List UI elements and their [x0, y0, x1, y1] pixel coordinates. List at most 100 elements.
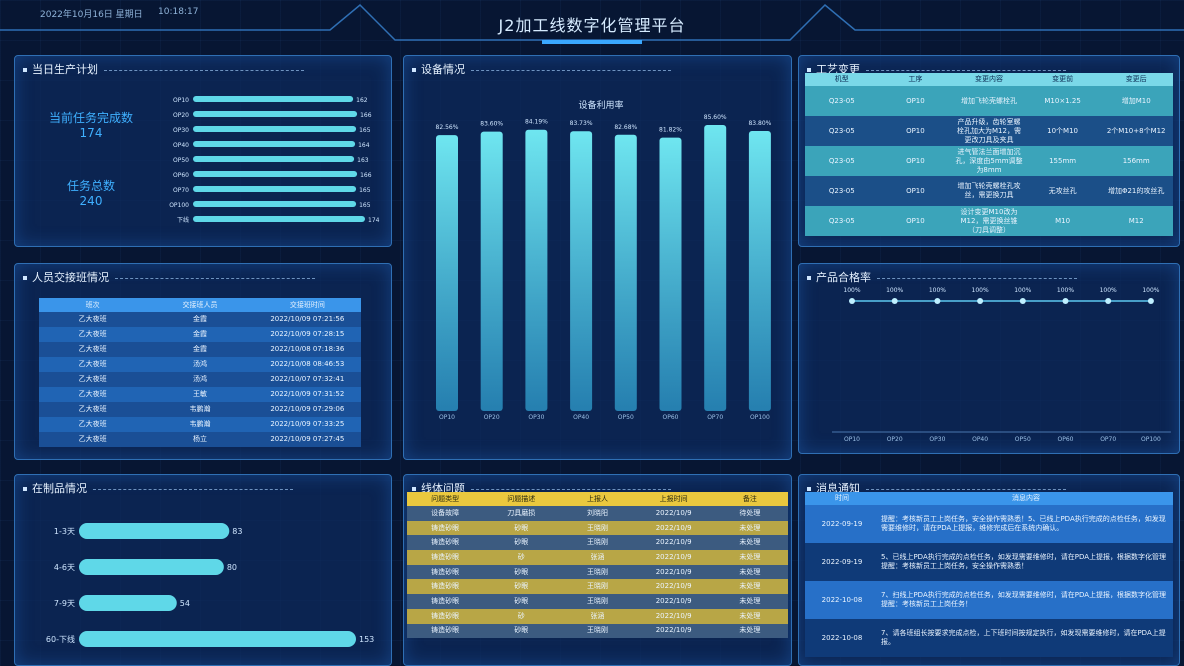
table-row: 铸造砂眼 砂眼 王晓刚 2022/10/9 未处理 — [407, 594, 788, 609]
table-cell: 乙大夜班 — [39, 387, 147, 402]
table-cell: 砂眼 — [483, 594, 560, 609]
table-cell: 砂眼 — [483, 579, 560, 595]
category-label: OP20 — [173, 112, 189, 119]
category-label: OP40 — [173, 142, 189, 149]
bar — [193, 111, 358, 117]
category-label: OP30 — [929, 436, 945, 443]
table-cell: 10个M10 — [1025, 116, 1100, 146]
value-label: 100% — [929, 287, 946, 294]
category-label: 7-9天 — [54, 599, 75, 608]
table-cell: OP10 — [878, 116, 953, 146]
category-label: OP50 — [1015, 436, 1031, 443]
table-row: Q23-05 OP10 设计变更M10改为M12，需更换丝锥（刀具调整） M10 M12 — [805, 206, 1173, 236]
table-cell: M10×1.25 — [1025, 86, 1100, 116]
table-row: 乙大夜班 王敏 2022/10/09 07:31:52 — [39, 387, 361, 402]
value-label: 153 — [359, 635, 374, 644]
value-label: 82.68% — [614, 124, 637, 131]
value-label: 163 — [357, 157, 369, 164]
column-header: 上报人 — [559, 492, 636, 506]
table-cell: 未处理 — [711, 520, 788, 536]
category-label: 1-3天 — [54, 527, 75, 536]
value-label: 164 — [358, 142, 370, 149]
table-cell: 砂眼 — [483, 535, 560, 551]
column-header: 问题类型 — [407, 492, 484, 506]
category-label: OP60 — [1058, 436, 1074, 443]
bar — [704, 125, 727, 411]
table-cell: 2022/10/08 07:18:36 — [253, 342, 361, 357]
table-cell: 砂 — [483, 550, 560, 565]
category-label: OP40 — [573, 414, 589, 421]
table-cell: OP10 — [878, 206, 953, 236]
table-cell: 铸造砂眼 — [407, 564, 484, 580]
point — [977, 298, 984, 304]
category-label: 下线 — [177, 216, 189, 224]
table-cell: 砂眼 — [483, 520, 560, 536]
category-label: OP50 — [173, 157, 189, 164]
table-cell: 2022-09-19 — [805, 505, 879, 543]
table-cell: 2022/10/09 07:33:25 — [253, 417, 361, 432]
table-row: 铸造砂眼 砂眼 王晓刚 2022/10/9 未处理 — [407, 535, 788, 551]
table-cell: 王晓刚 — [559, 579, 636, 595]
table-row: 2022-09-19 提醒：考核新员工上岗任务，安全操作需熟悉！5、已线上PDA执… — [805, 505, 1173, 543]
table-cell: 张涵 — [559, 550, 636, 565]
header-row: 班次 交接班人员 交接班时间 — [39, 298, 361, 312]
table-cell: 2022/10/09 07:29:06 — [253, 402, 361, 417]
stat-value: 240 — [79, 194, 103, 208]
stat-value: 174 — [79, 126, 103, 140]
table-cell: 金霞 — [146, 327, 254, 342]
point — [891, 298, 898, 304]
value-label: 85.60% — [704, 114, 727, 121]
table-cell: 2022/10/09 07:31:52 — [253, 387, 361, 402]
column-header: 备注 — [711, 492, 788, 506]
bar — [193, 96, 354, 102]
table-cell: 未处理 — [711, 579, 788, 595]
panel-title: 工艺变更 — [807, 61, 1066, 77]
table-cell: 2022/10/9 — [635, 564, 712, 580]
table-cell: 2022/10/9 — [635, 594, 712, 609]
table-cell: 增加飞轮壳螺栓孔攻丝，需更换刀具 — [952, 176, 1026, 206]
panel-title: 线体问题 — [412, 480, 671, 496]
value-label: 81.82% — [659, 127, 682, 134]
table-cell: 刀具磨损 — [483, 506, 560, 521]
table-cell: 张涵 — [559, 608, 636, 624]
value-label: 162 — [356, 97, 368, 104]
table-row: 乙大夜班 汤鸿 2022/10/07 07:32:41 — [39, 372, 361, 387]
category-label: OP100 — [750, 414, 770, 421]
table-cell: 2022/10/9 — [635, 506, 712, 521]
shift-panel: 人员交接班情况 班次 交接班人员 交接班时间 乙大夜班 金霞 2022/10/09 07:… — [14, 263, 392, 460]
table: 机型 工序 变更内容 变更前 变更后 Q23-05 OP10 增加飞轮壳螺栓孔 M10×1.25… — [805, 73, 1173, 236]
table-cell: 5、已线上PDA执行完成的点检任务，如发现需要维修时，请在PDA上提报，根据数字… — [879, 543, 1173, 581]
column-header: 交接班时间 — [253, 298, 361, 312]
bar — [193, 201, 357, 207]
table-cell: 2个M10+8个M12 — [1099, 116, 1173, 146]
table-row: 乙大夜班 汤鸿 2022/10/08 08:46:53 — [39, 357, 361, 372]
chart-title: 设备利用率 — [578, 99, 623, 111]
table-cell: 铸造砂眼 — [407, 535, 484, 551]
table: 班次 交接班人员 交接班时间 乙大夜班 金霞 2022/10/09 07:21:56 乙大夜… — [39, 298, 361, 447]
table-cell: M12 — [1099, 206, 1173, 236]
table-cell: OP10 — [878, 146, 953, 176]
table-cell: 金霞 — [146, 312, 254, 327]
point — [934, 298, 941, 304]
category-label: OP100 — [169, 202, 189, 209]
table-cell: 乙大夜班 — [39, 312, 147, 327]
chart: 100% OP10 100% OP20 100% OP30 100% OP40 100% OP50… — [832, 287, 1171, 443]
table: 问题类型 问题描述 上报人 上报时间 备注 设备故障 刀具磨损 刘晓阳 2022/10/9 待处理… — [407, 492, 788, 639]
value-label: 100% — [972, 287, 989, 294]
point — [1019, 298, 1026, 304]
table-cell: 王晓刚 — [559, 535, 636, 551]
table-cell: 2022/10/9 — [635, 623, 712, 639]
table-cell: 乙大夜班 — [39, 432, 147, 447]
table-cell: 增加飞轮壳螺栓孔 — [952, 86, 1026, 116]
column-header: 时间 — [805, 492, 879, 505]
table-row: Q23-05 OP10 增加飞轮壳螺栓孔 M10×1.25 增加M10 — [805, 86, 1173, 116]
point — [1147, 298, 1154, 304]
table-cell: 铸造砂眼 — [407, 579, 484, 595]
category-label: OP100 — [1141, 436, 1161, 443]
bar — [79, 631, 356, 647]
bar — [193, 216, 365, 222]
bar — [193, 156, 355, 162]
table-row: 乙大夜班 金霞 2022/10/09 07:21:56 — [39, 312, 361, 327]
value-label: 100% — [1014, 287, 1031, 294]
